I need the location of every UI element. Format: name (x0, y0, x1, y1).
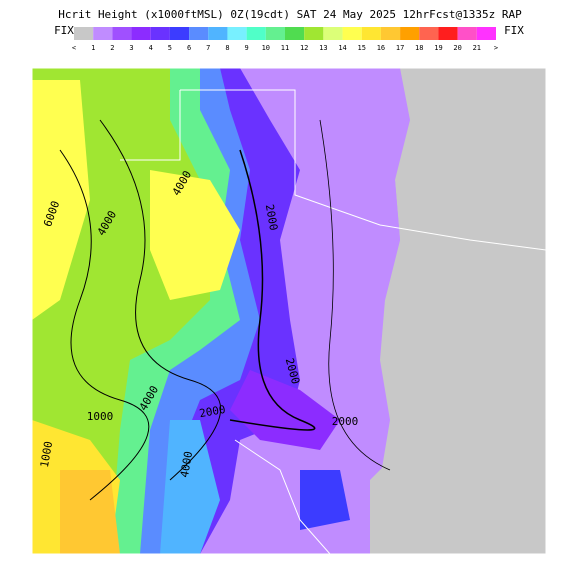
color-swatch (246, 27, 266, 40)
color-bar: <1 2 3 4 5 6 7 8 9 10 11 12 13 14 15 16 17 18 19 20 21 > (72, 27, 498, 52)
color-swatch (380, 27, 401, 40)
legend-tick: 20 (453, 44, 461, 52)
contour-label: 2000 (198, 403, 226, 420)
contour-label: 2000 (332, 415, 359, 428)
legend-tick: 6 (187, 44, 191, 52)
color-swatch (93, 27, 113, 40)
color-swatch (476, 27, 496, 40)
contour-label: 1000 (38, 440, 55, 468)
color-swatch (438, 27, 458, 40)
color-swatch (74, 27, 94, 40)
legend-tick: 18 (415, 44, 423, 52)
legend-tick: 16 (377, 44, 385, 52)
legend-tick: 15 (358, 44, 366, 52)
color-swatch (304, 27, 324, 40)
color-swatch (342, 27, 362, 40)
color-swatch (189, 27, 209, 40)
color-swatch (265, 27, 285, 40)
color-swatch (285, 27, 305, 40)
color-swatch (131, 27, 151, 40)
legend-tick: 8 (225, 44, 229, 52)
legend-tick: 19 (434, 44, 442, 52)
color-swatch (150, 27, 170, 40)
contour-label: 2000 (263, 203, 280, 231)
legend-tick: 2 (110, 44, 114, 52)
color-swatch (419, 27, 439, 40)
title: Hcrit Height (x1000ftMSL) 0Z(19cdt) SAT … (58, 8, 522, 21)
map (31, 67, 547, 555)
legend-right-label: FIX (504, 24, 524, 37)
legend-tick: 11 (281, 44, 289, 52)
legend-tick: > (494, 44, 498, 52)
legend-tick: 13 (319, 44, 327, 52)
legend-tick: 14 (338, 44, 346, 52)
legend-tick: 17 (396, 44, 404, 52)
legend-tick: 10 (262, 44, 270, 52)
color-swatch (112, 27, 132, 40)
contour-label: 1000 (87, 410, 114, 423)
legend-tick: 5 (168, 44, 172, 52)
color-swatch (323, 27, 343, 40)
legend-tick: 1 (91, 44, 95, 52)
legend-left-label: FIX (54, 24, 74, 37)
legend-tick: 12 (300, 44, 308, 52)
color-swatch (361, 27, 381, 40)
color-swatch (169, 27, 190, 40)
legend-tick: 7 (206, 44, 210, 52)
legend-tick: < (72, 44, 76, 52)
legend-tick: 3 (129, 44, 133, 52)
color-swatch (400, 27, 420, 40)
contour-label: 4000 (178, 450, 195, 478)
legend-tick: 9 (245, 44, 249, 52)
legend-tick: 4 (149, 44, 153, 52)
color-swatch (227, 27, 247, 40)
color-swatch (457, 27, 477, 40)
legend-tick: 21 (473, 44, 481, 52)
color-swatch (208, 27, 228, 40)
